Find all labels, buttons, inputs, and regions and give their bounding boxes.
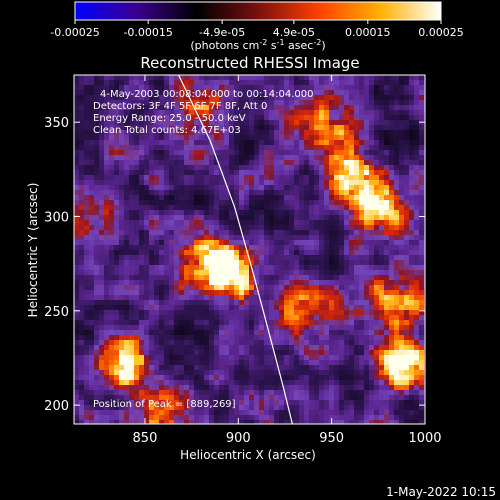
annotation-time-range: 4-May-2003 00:08:04.000 to 00:14:04.000 (100, 89, 313, 100)
y-tick-label: 250 (44, 305, 69, 320)
axis-ticks: 850 900 950 1000 200 250 300 350 (44, 75, 442, 446)
x-tick-label: 1000 (408, 431, 441, 446)
colorbar-tick-label: 0.00015 (345, 26, 391, 39)
colorbar-ticks: -0.00025 -0.00015 -4.9e-05 4.9e-05 0.00015 0.… (50, 20, 464, 39)
colorbar-tick-label: -0.00015 (123, 26, 172, 39)
x-tick-label: 950 (319, 431, 344, 446)
chart-title: Reconstructed RHESSI Image (140, 54, 359, 72)
colorbar-tick-label: 4.9e-05 (273, 26, 315, 39)
y-axis-label: Heliocentric Y (arcsec) (26, 183, 40, 318)
annotation-block: 4-May-2003 00:08:04.000 to 00:14:04.000 … (93, 89, 313, 136)
annotation-clean-counts: Clean Total counts: 4.67E+03 (93, 125, 241, 136)
colorbar-units: (photons cm-2 s-1 asec-2) (190, 38, 325, 52)
x-axis-label: Heliocentric X (arcsec) (180, 448, 316, 462)
solar-limb-curve (178, 74, 293, 425)
colorbar: -0.00025 -0.00015 -4.9e-05 4.9e-05 0.00015 0.… (50, 1, 464, 52)
colorbar-tick-label: 0.00025 (418, 26, 464, 39)
plot-frame (73, 74, 426, 425)
colorbar-strip (74, 1, 442, 21)
footer-timestamp: 1-May-2022 10:15 (386, 485, 496, 499)
colorbar-tick-label: -4.9e-05 (199, 26, 245, 39)
x-tick-label: 900 (226, 431, 251, 446)
y-tick-label: 350 (44, 116, 69, 131)
y-tick-label: 200 (44, 399, 69, 414)
annotation-energy-range: Energy Range: 25.0 - 50.0 keV (93, 113, 246, 124)
heatmap-image (74, 75, 425, 424)
x-tick-label: 850 (133, 431, 158, 446)
colorbar-tick-label: -0.00025 (50, 26, 99, 39)
peak-position-label: Position of Peak = [889,269] (93, 399, 236, 410)
y-tick-label: 300 (44, 210, 69, 225)
annotation-detectors: Detectors: 3F 4F 5F 6F 7F 8F, Att 0 (93, 101, 267, 112)
